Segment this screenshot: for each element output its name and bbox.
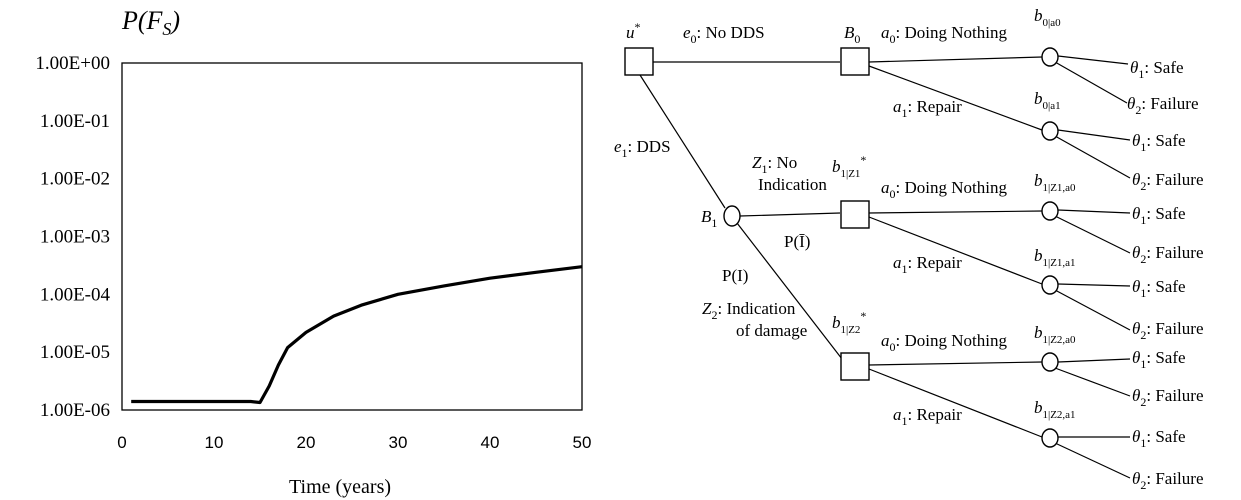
- label-e1: e1: DDS: [614, 137, 671, 160]
- edge-indication: [736, 222, 843, 360]
- label-z1: Z1: No: [752, 153, 797, 176]
- label-b0-a1: b0|a1: [1034, 89, 1061, 112]
- chance-node-b1: [723, 205, 741, 227]
- failure-probability-chart: P(FS) 1.00E+001.00E-011.00E-021.00E-031.…: [35, 6, 591, 498]
- decision-node-u: [624, 47, 654, 76]
- x-tick-label: 10: [205, 433, 224, 452]
- decision-node-b1-z2: [840, 352, 870, 381]
- label-b1-z1-a1: b1|Z1,a1: [1034, 246, 1076, 269]
- x-tick-label: 30: [389, 433, 408, 452]
- label-a0: a0: Doing Nothing: [881, 331, 1007, 354]
- chance-node-b1z1a0: [1041, 201, 1059, 221]
- edge-b0-a0: [868, 56, 1043, 63]
- outcome-edge: [1057, 55, 1129, 65]
- label-p-i: P(I): [722, 266, 748, 285]
- label-a0: a0: Doing Nothing: [881, 178, 1007, 201]
- chance-node-b0a1: [1041, 121, 1059, 141]
- label-a1: a1: Repair: [893, 405, 962, 428]
- edge-b0-a1: [868, 65, 1043, 131]
- label-theta2: θ2: Failure: [1132, 243, 1204, 266]
- outcome-edge: [1057, 283, 1131, 287]
- label-theta1: θ1: Safe: [1132, 131, 1186, 154]
- outcome-edge: [1054, 61, 1128, 104]
- y-axis-label: P(FS): [121, 6, 180, 39]
- x-tick-label: 20: [297, 433, 316, 452]
- label-theta1: θ1: Safe: [1132, 348, 1186, 371]
- label-theta1: θ1: Safe: [1130, 58, 1184, 81]
- label-theta1: θ1: Safe: [1132, 204, 1186, 227]
- label-b1-z1-a0: b1|Z1,a0: [1034, 171, 1076, 194]
- decision-node-b1-z1: [840, 200, 870, 229]
- label-a0: a0: Doing Nothing: [881, 23, 1007, 46]
- label-theta2: θ2: Failure: [1132, 319, 1204, 342]
- label-p-not-i: P(Ī): [784, 232, 810, 251]
- outcome-edge: [1057, 358, 1131, 363]
- outcome-edge: [1057, 209, 1131, 214]
- label-theta2: θ2: Failure: [1132, 469, 1204, 492]
- y-tick-label: 1.00E-01: [40, 111, 110, 132]
- label-b1: B1: [701, 207, 717, 230]
- outcome-edge: [1057, 129, 1131, 141]
- y-tick-label: 1.00E-04: [40, 284, 111, 305]
- decision-tree: u* e0: No DDS e1: DDS B0 B1 Z1: No Indic…: [614, 6, 1204, 492]
- label-z2: Z2: Indication: [702, 299, 796, 322]
- edge-z2-a1: [868, 368, 1043, 438]
- chance-node-b0a0: [1041, 47, 1059, 67]
- label-b1-z2-a1: b1|Z2,a1: [1034, 398, 1076, 421]
- plot-frame: [121, 62, 583, 411]
- label-b1-z2-star: b1|Z2*: [832, 309, 866, 336]
- outcome-edge: [1054, 135, 1131, 179]
- edge-e1: [639, 74, 726, 209]
- x-axis-label: Time (years): [289, 476, 391, 498]
- y-tick-labels: 1.00E+00 1.00E-01 1.00E-02 1.00E-03 1.00E-04…: [35, 53, 110, 421]
- label-theta2: θ2: Failure: [1127, 94, 1199, 117]
- chance-node-b1z2a1: [1041, 428, 1059, 448]
- edge-z1-a0: [868, 210, 1043, 214]
- series-line: [131, 265, 583, 405]
- outcome-edge: [1054, 215, 1131, 254]
- y-tick-label: 1.00E-02: [40, 169, 110, 190]
- x-tick-label: 50: [573, 433, 592, 452]
- label-theta2: θ2: Failure: [1132, 170, 1204, 193]
- edge-z1-a1: [868, 216, 1043, 285]
- y-tick-label: 1.00E-03: [40, 227, 110, 248]
- label-b1-z1-star: b1|Z1*: [832, 153, 866, 180]
- label-z2-cont: of damage: [736, 321, 807, 340]
- edge-not-indication: [739, 212, 841, 217]
- x-tick-label: 40: [481, 433, 500, 452]
- label-e0: e0: No DDS: [683, 23, 765, 46]
- label-a1: a1: Repair: [893, 97, 962, 120]
- label-b1-z2-a0: b1|Z2,a0: [1034, 323, 1076, 346]
- y-tick-label: 1.00E-05: [40, 342, 110, 363]
- outcome-edge: [1054, 289, 1131, 331]
- label-theta1: θ1: Safe: [1132, 427, 1186, 450]
- label-a1: a1: Repair: [893, 253, 962, 276]
- label-u: u*: [626, 20, 641, 42]
- label-z1-cont: Indication: [758, 175, 827, 194]
- chance-node-b1z1a1: [1041, 275, 1059, 295]
- label-b0-a0: b0|a0: [1034, 6, 1061, 29]
- y-tick-label: 1.00E-06: [40, 400, 110, 421]
- chance-node-b1z2a0: [1041, 352, 1059, 372]
- outcome-edge: [1054, 442, 1131, 479]
- edge-z2-a0: [868, 361, 1043, 366]
- outcome-edge: [1054, 367, 1131, 397]
- decision-node-b0: [840, 47, 870, 76]
- x-tick-labels: 0 10 20 30 40 50: [117, 433, 591, 452]
- x-tick-label: 0: [117, 433, 126, 452]
- label-b0: B0: [844, 23, 860, 46]
- label-theta2: θ2: Failure: [1132, 386, 1204, 409]
- label-theta1: θ1: Safe: [1132, 277, 1186, 300]
- y-tick-label: 1.00E+00: [35, 53, 110, 74]
